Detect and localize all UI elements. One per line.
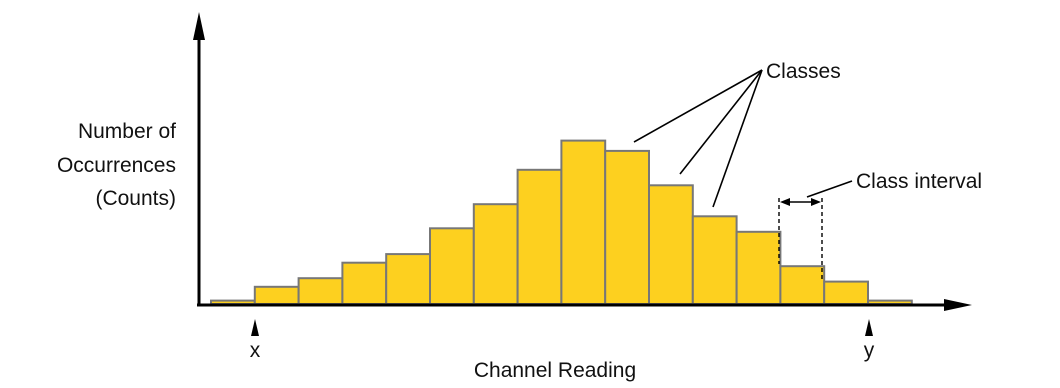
histogram-bar [604,149,651,305]
class-interval-leader [806,180,853,198]
histogram-bar [472,203,519,305]
y-axis-label-line-2: Occurrences [57,154,176,177]
histogram-bar [210,299,256,306]
bars-layer [210,139,913,306]
x-axis-arrowhead [944,299,972,311]
histogram-bar [648,184,694,305]
histogram-bar [429,227,475,305]
y-axis-label-line-3: (Counts) [95,187,176,210]
x-marker-label: x [250,339,261,362]
class-interval-label: Class interval [856,170,982,193]
histogram-bar [516,168,563,305]
classes-label: Classes [766,60,841,83]
histogram-bar [867,299,913,306]
histogram-bar [779,265,826,306]
histogram-bar [297,277,344,306]
classes-leader-2 [679,69,763,175]
histogram-bar [823,280,870,306]
x-axis-label: Channel Reading [474,359,636,382]
histogram-bar [253,285,300,305]
histogram-bar [385,253,432,306]
histogram-bar [691,215,738,305]
y-marker-label: y [864,339,875,362]
class-interval-arrow-right [811,198,821,206]
classes-leader-1 [633,69,763,143]
histogram-bar [735,230,782,305]
y-axis-arrowhead [193,12,205,40]
class-interval-arrow-left [780,198,790,206]
histogram-bar [341,261,388,306]
classes-leader-3 [712,69,763,208]
histogram-bar [560,139,607,305]
y-marker-arrow [865,319,873,336]
y-axis-label-line-1: Number of [78,120,176,143]
x-marker-arrow [251,319,259,336]
